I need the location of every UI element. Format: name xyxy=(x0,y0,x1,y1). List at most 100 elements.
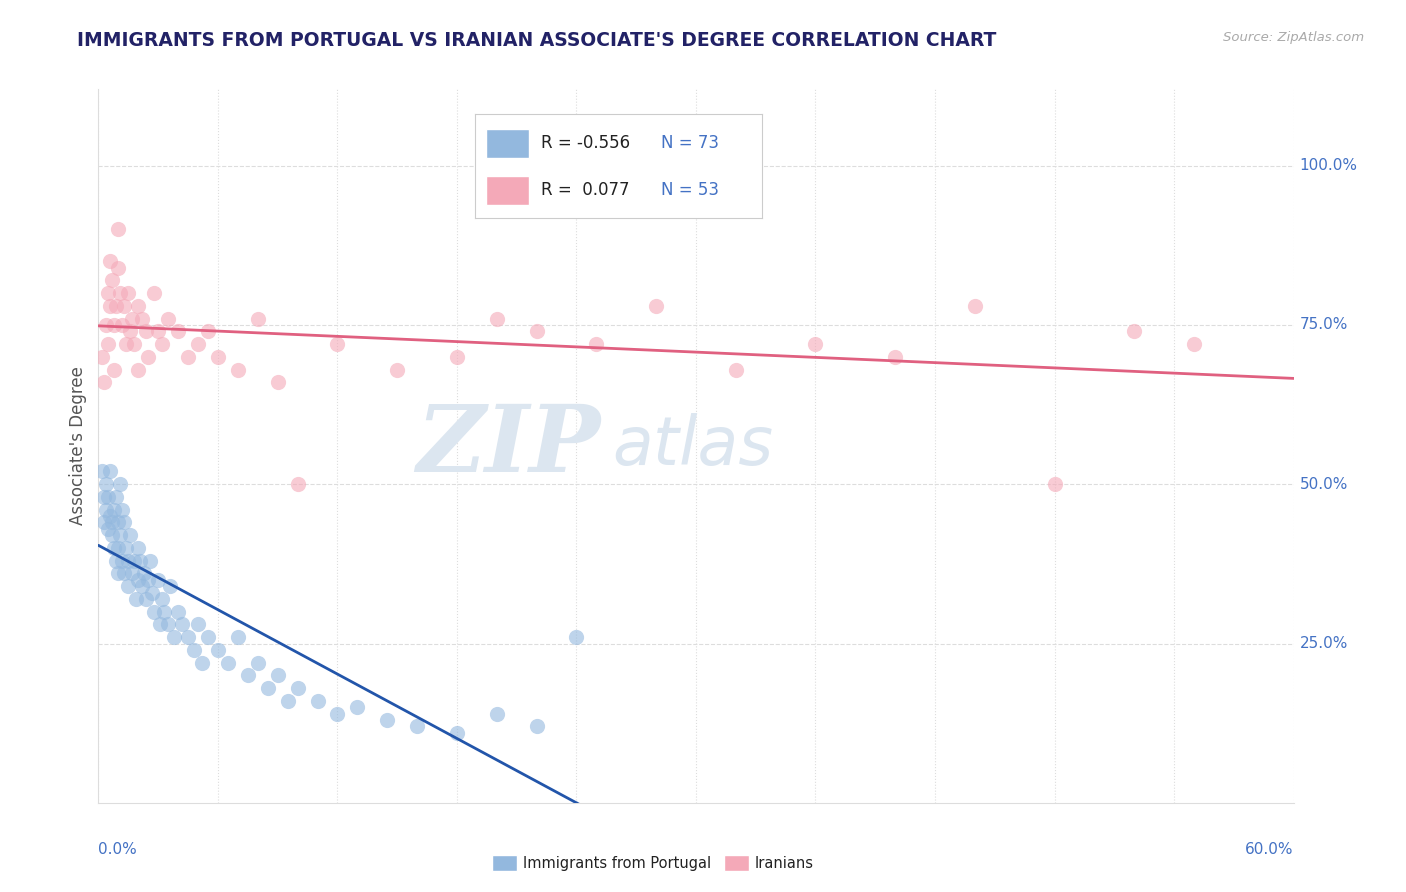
Point xyxy=(148,324,170,338)
Point xyxy=(267,668,290,682)
Point xyxy=(97,490,120,504)
Point xyxy=(197,630,219,644)
Point xyxy=(446,350,468,364)
Point xyxy=(127,299,149,313)
Point xyxy=(172,617,194,632)
Point xyxy=(117,286,139,301)
Point xyxy=(963,299,986,313)
Point xyxy=(101,516,124,530)
Point xyxy=(267,376,290,390)
Point xyxy=(406,719,429,733)
Point xyxy=(111,502,134,516)
Point xyxy=(93,376,115,390)
Point xyxy=(143,605,166,619)
Point xyxy=(117,579,139,593)
Point xyxy=(120,324,142,338)
Point xyxy=(346,700,368,714)
Point xyxy=(167,324,190,338)
Point xyxy=(150,591,173,606)
Point xyxy=(485,706,508,721)
Point xyxy=(167,605,190,619)
Text: IMMIGRANTS FROM PORTUGAL VS IRANIAN ASSOCIATE'S DEGREE CORRELATION CHART: IMMIGRANTS FROM PORTUGAL VS IRANIAN ASSO… xyxy=(77,31,997,50)
Text: 0.0%: 0.0% xyxy=(98,842,138,856)
Point xyxy=(101,528,124,542)
Point xyxy=(159,579,181,593)
Point xyxy=(135,324,157,338)
Point xyxy=(149,617,172,632)
Point xyxy=(110,477,132,491)
Point xyxy=(163,630,186,644)
Point xyxy=(124,554,146,568)
Point xyxy=(98,299,122,313)
Text: 100.0%: 100.0% xyxy=(1299,158,1358,173)
Point xyxy=(134,566,156,581)
Point xyxy=(157,617,180,632)
Point xyxy=(1043,477,1066,491)
Point xyxy=(107,566,129,581)
Point xyxy=(246,311,269,326)
Point xyxy=(107,260,129,275)
Point xyxy=(111,554,134,568)
Text: Immigrants from Portugal: Immigrants from Portugal xyxy=(523,856,711,871)
Point xyxy=(585,337,607,351)
Point xyxy=(217,656,239,670)
Point xyxy=(526,719,548,733)
Point xyxy=(103,362,125,376)
Point xyxy=(385,362,409,376)
Point xyxy=(125,591,148,606)
Point xyxy=(326,706,349,721)
Point xyxy=(96,477,118,491)
Point xyxy=(98,465,122,479)
Point xyxy=(103,502,125,516)
Point xyxy=(645,299,668,313)
Point xyxy=(136,573,159,587)
Point xyxy=(277,694,299,708)
Point xyxy=(115,541,138,555)
Point xyxy=(107,222,129,236)
Point xyxy=(153,605,176,619)
Point xyxy=(129,554,152,568)
Point xyxy=(236,668,259,682)
Point xyxy=(105,299,128,313)
Point xyxy=(485,311,508,326)
Point xyxy=(105,554,128,568)
Point xyxy=(91,350,114,364)
Point xyxy=(115,337,138,351)
Point xyxy=(150,337,173,351)
Point xyxy=(96,318,118,332)
Point xyxy=(103,318,125,332)
Point xyxy=(98,254,122,268)
Point xyxy=(97,286,120,301)
Point xyxy=(131,579,153,593)
Point xyxy=(107,541,129,555)
Point xyxy=(141,585,163,599)
Text: Iranians: Iranians xyxy=(755,856,814,871)
Point xyxy=(127,541,149,555)
Point xyxy=(207,643,229,657)
Text: ZIP: ZIP xyxy=(416,401,600,491)
Point xyxy=(135,591,157,606)
Point xyxy=(183,643,205,657)
Text: Source: ZipAtlas.com: Source: ZipAtlas.com xyxy=(1223,31,1364,45)
Point xyxy=(148,573,170,587)
Point xyxy=(804,337,827,351)
Point xyxy=(103,541,125,555)
Point xyxy=(117,554,139,568)
Point xyxy=(127,362,149,376)
Text: 75.0%: 75.0% xyxy=(1299,318,1348,333)
Point xyxy=(287,681,309,695)
Point xyxy=(326,337,349,351)
Text: atlas: atlas xyxy=(613,413,773,479)
Point xyxy=(724,362,747,376)
Point xyxy=(98,509,122,524)
Point xyxy=(307,694,329,708)
Point xyxy=(93,490,115,504)
Text: 50.0%: 50.0% xyxy=(1299,476,1348,491)
Point xyxy=(884,350,907,364)
Point xyxy=(226,630,249,644)
Point xyxy=(124,337,146,351)
Point xyxy=(136,350,159,364)
Point xyxy=(1182,337,1205,351)
Point xyxy=(226,362,249,376)
Point xyxy=(256,681,278,695)
